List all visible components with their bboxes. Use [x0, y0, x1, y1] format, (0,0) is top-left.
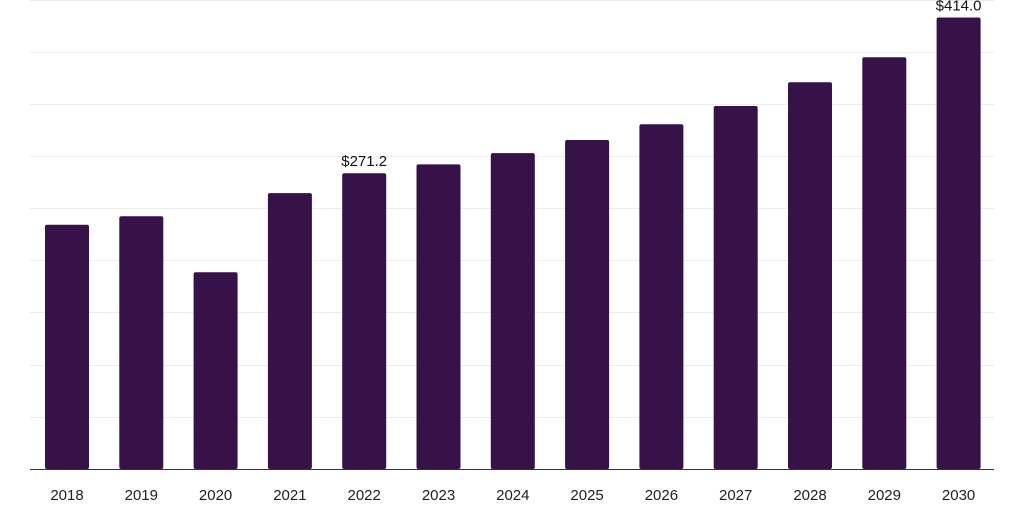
- bar-2030[interactable]: [936, 17, 981, 470]
- x-tick-label: 2029: [868, 487, 901, 504]
- x-tick-label: 2027: [719, 487, 752, 504]
- data-labels: $271.2 $414.0: [341, 0, 981, 170]
- bar-2028[interactable]: [788, 82, 832, 470]
- bar-2021[interactable]: [267, 193, 312, 469]
- bar-2023[interactable]: [416, 164, 461, 469]
- bar-2029[interactable]: [862, 57, 907, 470]
- bar-2018[interactable]: [45, 224, 89, 469]
- x-tick-label: 2020: [199, 487, 232, 504]
- x-tick-label: 2019: [125, 487, 158, 504]
- bar-2026[interactable]: [639, 124, 684, 470]
- bar-2020[interactable]: [193, 272, 238, 469]
- x-tick-label: 2021: [273, 487, 306, 504]
- x-tick-label: 2024: [496, 487, 529, 504]
- x-tick-label: 2026: [645, 487, 678, 504]
- x-tick-label: 2028: [793, 487, 826, 504]
- data-label-2022: $271.2: [341, 153, 387, 170]
- bar-2027[interactable]: [713, 106, 758, 469]
- data-label-2030: $414.0: [936, 0, 982, 15]
- bar-2019[interactable]: [119, 216, 164, 469]
- x-tick-label: 2030: [942, 487, 975, 504]
- x-tick-label: 2025: [570, 487, 603, 504]
- bars: [45, 17, 981, 470]
- x-tick-label: 2022: [348, 487, 381, 504]
- bar-2022[interactable]: [342, 173, 387, 469]
- bar-2024[interactable]: [490, 153, 535, 469]
- bar-2025[interactable]: [565, 140, 610, 469]
- x-axis: 2018 2019 2020 2021 2022 2023 2024 2025 2026 2027…: [30, 469, 994, 504]
- x-tick-label: 2023: [422, 487, 455, 504]
- x-tick-label: 2018: [50, 487, 83, 504]
